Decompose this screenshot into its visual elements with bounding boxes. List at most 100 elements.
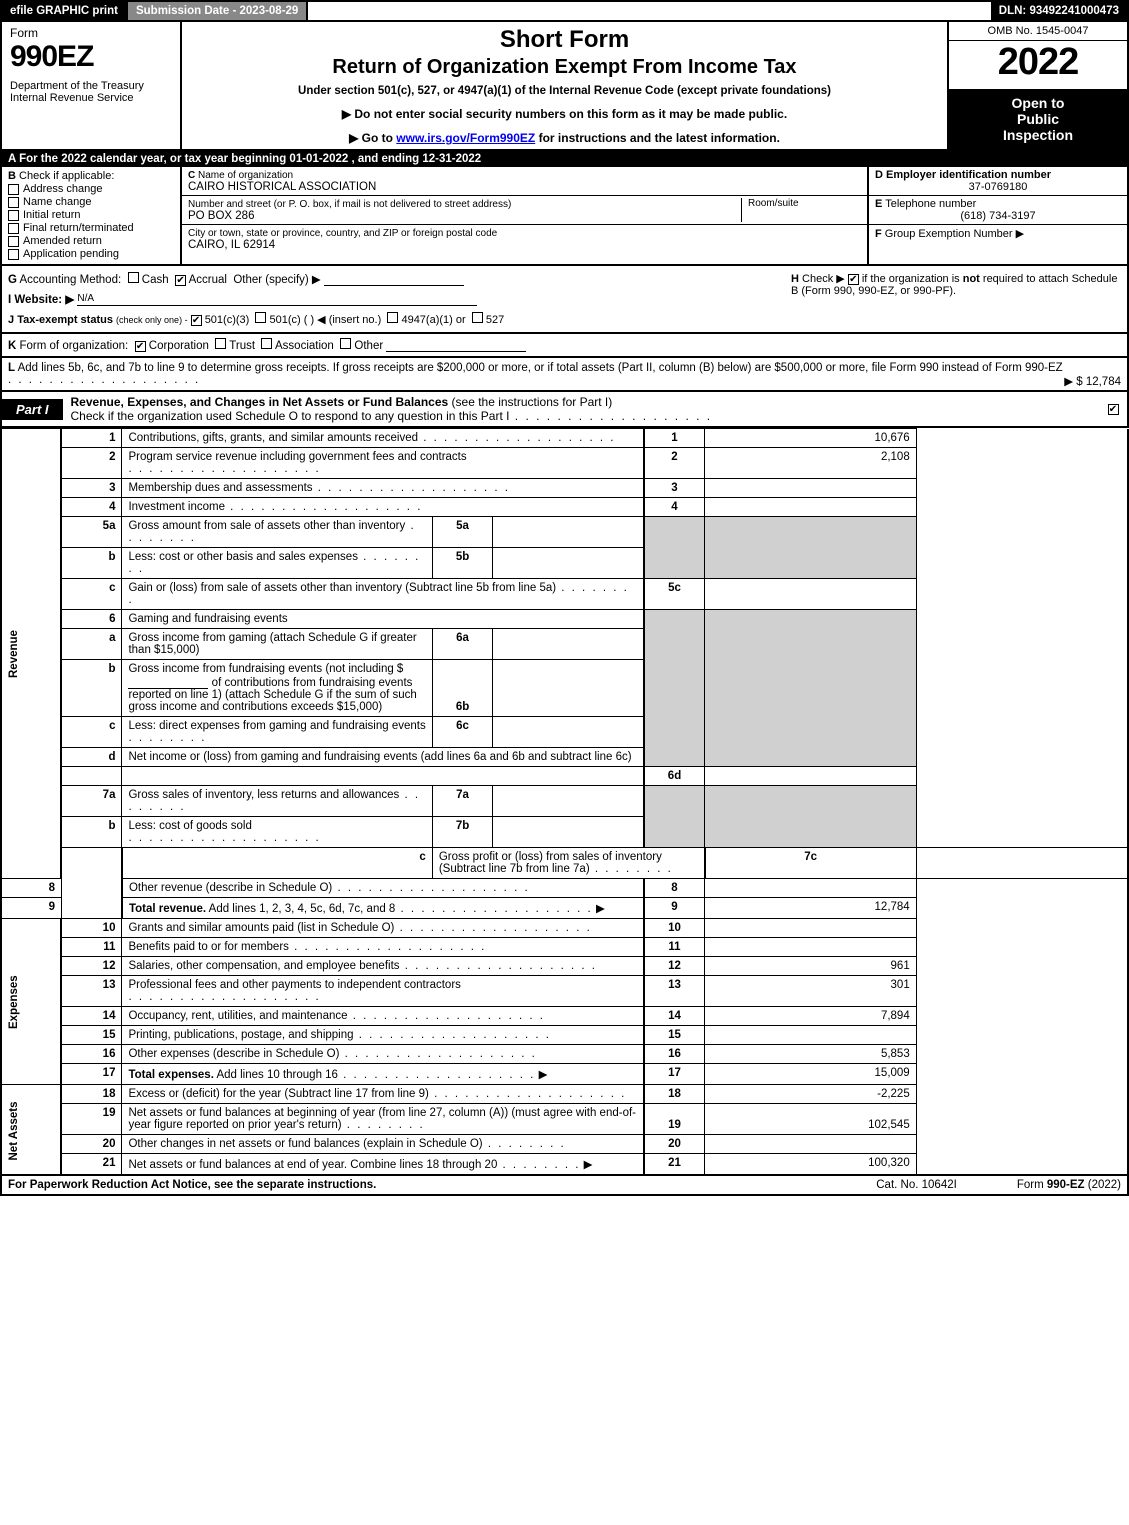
- f-text: Group Exemption Number ▶: [885, 228, 1024, 240]
- f-group-cell: F Group Exemption Number ▶: [869, 225, 1127, 264]
- block-ghij: G Accounting Method: Cash Accrual Other …: [0, 266, 1129, 334]
- dots-icon: [400, 960, 597, 972]
- row-18: Net Assets 18 Excess or (deficit) for th…: [1, 1085, 1128, 1104]
- submission-date: Submission Date - 2023-08-29: [126, 2, 308, 20]
- return-title: Return of Organization Exempt From Incom…: [192, 56, 937, 79]
- line-l: L Add lines 5b, 6c, and 7b to line 9 to …: [0, 358, 1129, 392]
- row-9: 9 Total revenue. Add lines 1, 2, 3, 4, 5…: [1, 898, 1128, 919]
- row-4: 4 Investment income 4: [1, 498, 1128, 517]
- form-header: Form 990EZ Department of the Treasury In…: [0, 20, 1129, 151]
- row-5c: c Gain or (loss) from sale of assets oth…: [1, 579, 1128, 610]
- row-1: Revenue 1 Contributions, gifts, grants, …: [1, 429, 1128, 448]
- row-15: 15 Printing, publications, postage, and …: [1, 1026, 1128, 1045]
- col-b: B Check if applicable: Address change Na…: [2, 167, 182, 264]
- checkbox-icon[interactable]: [215, 338, 226, 349]
- 6b-amount-field[interactable]: [128, 675, 208, 689]
- checkbox-icon: [8, 197, 19, 208]
- dots-icon: [128, 832, 320, 844]
- checkbox-icon[interactable]: [175, 275, 186, 286]
- checkbox-icon[interactable]: [472, 312, 483, 323]
- row-a-calendar-year: A For the 2022 calendar year, or tax yea…: [0, 151, 1129, 167]
- checkbox-icon[interactable]: [135, 341, 146, 352]
- checkbox-icon[interactable]: [261, 338, 272, 349]
- row-19: 19 Net assets or fund balances at beginn…: [1, 1104, 1128, 1135]
- checkbox-icon: [8, 210, 19, 221]
- row-2: 2 Program service revenue including gove…: [1, 448, 1128, 479]
- f-label: F: [875, 228, 882, 240]
- checkbox-icon[interactable]: [387, 312, 398, 323]
- dots-icon: [429, 1088, 626, 1100]
- dots-icon: [354, 1029, 551, 1041]
- row-6: 6 Gaming and fundraising events: [1, 610, 1128, 629]
- g-cash: Cash: [142, 274, 169, 286]
- g-text: Accounting Method:: [20, 274, 122, 286]
- dots-icon: [418, 432, 615, 444]
- col-d: D Employer identification number 37-0769…: [867, 167, 1127, 264]
- j-opt2: 501(c) ( ) ◀ (insert no.): [270, 314, 382, 326]
- dots-icon: [225, 501, 422, 513]
- org-name: CAIRO HISTORICAL ASSOCIATION: [188, 181, 376, 193]
- line-h: H Check ▶ if the organization is not req…: [791, 272, 1121, 297]
- chk-final-return[interactable]: Final return/terminated: [8, 222, 174, 234]
- row-20: 20 Other changes in net assets or fund b…: [1, 1135, 1128, 1154]
- checkbox-icon: [8, 184, 19, 195]
- city-label: City or town, state or province, country…: [188, 228, 497, 239]
- part1-title-bold: Revenue, Expenses, and Changes in Net As…: [71, 395, 449, 409]
- chk-amended-return[interactable]: Amended return: [8, 235, 174, 247]
- c-address-cell: Number and street (or P. O. box, if mail…: [182, 196, 867, 225]
- checkbox-icon: [8, 223, 19, 234]
- header-right: OMB No. 1545-0047 2022 Open to Public In…: [947, 22, 1127, 149]
- tax-year: 2022: [949, 41, 1127, 84]
- e-text: Telephone number: [885, 198, 976, 210]
- j-opt4: 527: [486, 314, 504, 326]
- chk-application-pending[interactable]: Application pending: [8, 248, 174, 260]
- chk-address-change[interactable]: Address change: [8, 183, 174, 195]
- d-label: D: [875, 169, 883, 181]
- part1-sub: Check if the organization used Schedule …: [71, 409, 510, 423]
- website-field[interactable]: N/A: [77, 292, 477, 306]
- inspect-l1: Open to: [953, 95, 1123, 111]
- lines-table: Revenue 1 Contributions, gifts, grants, …: [0, 428, 1129, 1176]
- checkbox-icon: [1108, 404, 1119, 415]
- row-6a: a Gross income from gaming (attach Sched…: [1, 629, 1128, 660]
- j-text: Tax-exempt status: [17, 314, 113, 326]
- dln: DLN: 93492241000473: [991, 2, 1127, 20]
- dots-icon: [497, 1159, 580, 1171]
- checkbox-icon[interactable]: [191, 315, 202, 326]
- row-5b: b Less: cost or other basis and sales ex…: [1, 548, 1128, 579]
- g-other-field[interactable]: [324, 272, 464, 286]
- k-other: Other: [354, 340, 383, 352]
- d-ein-cell: D Employer identification number 37-0769…: [869, 167, 1127, 196]
- checkbox-icon[interactable]: [340, 338, 351, 349]
- dots-icon: [590, 863, 673, 875]
- h-not: not: [963, 273, 980, 285]
- checkbox-icon[interactable]: [848, 274, 859, 285]
- checkbox-icon[interactable]: [128, 272, 139, 283]
- checkbox-icon[interactable]: [255, 312, 266, 323]
- row-6d2: 6d: [1, 767, 1128, 786]
- form-word: Form: [10, 26, 172, 40]
- part1-checkbox[interactable]: [1099, 403, 1127, 415]
- l-text: Add lines 5b, 6c, and 7b to line 9 to de…: [18, 362, 1063, 374]
- j-opt3: 4947(a)(1) or: [401, 314, 465, 326]
- dots-icon: [332, 882, 529, 894]
- irs-link[interactable]: www.irs.gov/Form990EZ: [396, 131, 535, 145]
- k-other-field[interactable]: [386, 338, 526, 352]
- sidecat-revenue: Revenue: [1, 429, 61, 879]
- row-7b: b Less: cost of goods sold 7b: [1, 817, 1128, 848]
- chk-name-change[interactable]: Name change: [8, 196, 174, 208]
- inspect-l2: Public: [953, 111, 1123, 127]
- part1-header: Part I Revenue, Expenses, and Changes in…: [0, 392, 1129, 428]
- dots-icon: [394, 922, 591, 934]
- form-number: 990EZ: [10, 40, 172, 74]
- row-6b: b Gross income from fundraising events (…: [1, 660, 1128, 717]
- h-post: if the organization is: [862, 273, 963, 285]
- row-11: 11 Benefits paid to or for members 11: [1, 938, 1128, 957]
- footer: For Paperwork Reduction Act Notice, see …: [0, 1176, 1129, 1196]
- dots-icon: [395, 903, 592, 915]
- arrow-icon: [580, 1159, 592, 1171]
- j-opt1: 501(c)(3): [205, 314, 250, 326]
- chk-initial-return[interactable]: Initial return: [8, 209, 174, 221]
- topbar: efile GRAPHIC print Submission Date - 20…: [0, 0, 1129, 20]
- footer-formno: Form 990-EZ (2022): [1017, 1179, 1121, 1191]
